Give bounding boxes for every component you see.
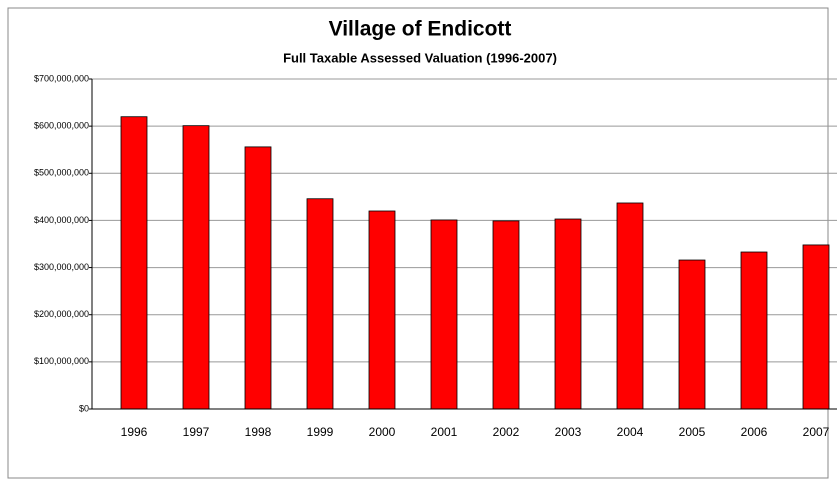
y-tick-label: $700,000,000 [34,73,89,83]
bar [492,220,520,410]
x-tick-label: 2005 [679,425,706,439]
x-tick-label: 1998 [245,425,272,439]
bar [554,218,582,410]
chart-subtitle: Full Taxable Assessed Valuation (1996-20… [283,50,557,65]
y-tick-label: $100,000,000 [34,356,89,366]
x-tick-label: 1999 [307,425,334,439]
x-tick-label: 2006 [741,425,768,439]
bar [740,251,768,410]
y-tick-label: $200,000,000 [34,309,89,319]
x-tick-label: 2000 [369,425,396,439]
y-tick-label: $500,000,000 [34,168,89,178]
bar [182,125,210,410]
x-tick-label: 2002 [493,425,520,439]
y-tick-label: $300,000,000 [34,262,89,272]
bar [244,146,272,410]
y-tick-label: $400,000,000 [34,215,89,225]
x-tick-label: 1996 [121,425,148,439]
y-tick-label: $600,000,000 [34,121,89,131]
chart-title: Village of Endicott [329,18,512,41]
bar [368,210,396,410]
bar [430,219,458,410]
x-tick-label: 2007 [803,425,830,439]
x-tick-label: 1997 [183,425,210,439]
x-tick-label: 2004 [617,425,644,439]
bar [120,116,148,410]
bar [616,202,644,410]
x-tick-label: 2001 [431,425,458,439]
bar [678,259,706,410]
x-tick-label: 2003 [555,425,582,439]
bar [802,244,830,410]
y-tick-label: $0 [79,403,89,413]
bar [306,198,334,410]
